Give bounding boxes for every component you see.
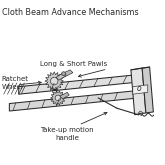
Text: Ratchet
Wheel: Ratchet Wheel xyxy=(2,76,29,90)
Polygon shape xyxy=(19,74,148,94)
Polygon shape xyxy=(45,72,64,90)
Polygon shape xyxy=(131,68,146,115)
Text: Take-up motion
handle: Take-up motion handle xyxy=(41,127,94,141)
Polygon shape xyxy=(138,111,143,116)
Polygon shape xyxy=(56,73,66,80)
Text: Long & Short Pawls: Long & Short Pawls xyxy=(40,61,108,67)
Polygon shape xyxy=(58,70,73,78)
Polygon shape xyxy=(142,67,153,113)
Text: Cloth Beam Advance Mechanisms: Cloth Beam Advance Mechanisms xyxy=(2,8,138,17)
Polygon shape xyxy=(9,90,138,111)
Polygon shape xyxy=(60,92,69,99)
Circle shape xyxy=(62,72,66,75)
Polygon shape xyxy=(133,85,148,94)
Circle shape xyxy=(50,77,58,85)
Circle shape xyxy=(55,95,61,101)
Polygon shape xyxy=(50,91,66,105)
Text: o: o xyxy=(137,84,142,93)
